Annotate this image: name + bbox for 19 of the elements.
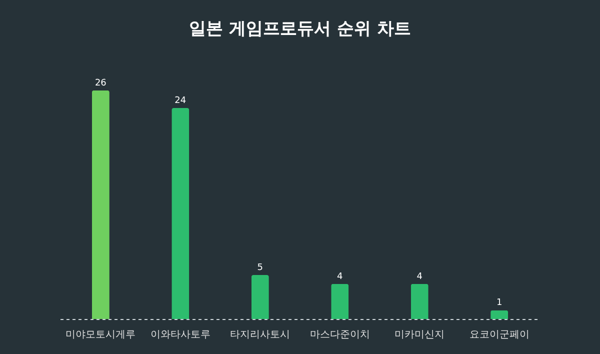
x-tick-label: 미야모토시게루	[66, 330, 136, 340]
bar	[92, 90, 110, 319]
x-tick-label: 이와타사토루	[150, 330, 210, 340]
data-label: 4	[416, 272, 423, 282]
data-label: 5	[257, 263, 263, 274]
x-tick-label: 타지리사토시	[230, 330, 290, 340]
bar	[490, 310, 508, 319]
data-label: 26	[94, 78, 107, 88]
bar	[251, 275, 269, 319]
data-label: 1	[496, 298, 502, 308]
x-tick-label: 마스다준이치	[310, 330, 370, 340]
chart-title: 일본 게임프로듀서 순위 차트	[189, 19, 411, 39]
x-tick-label: 요코이군페이	[469, 330, 530, 340]
bar	[172, 108, 190, 319]
bar	[410, 284, 428, 319]
x-tick-label: 미카미신지	[394, 330, 445, 340]
data-label: 4	[337, 272, 343, 282]
data-label: 24	[174, 96, 186, 106]
bar	[331, 284, 349, 319]
